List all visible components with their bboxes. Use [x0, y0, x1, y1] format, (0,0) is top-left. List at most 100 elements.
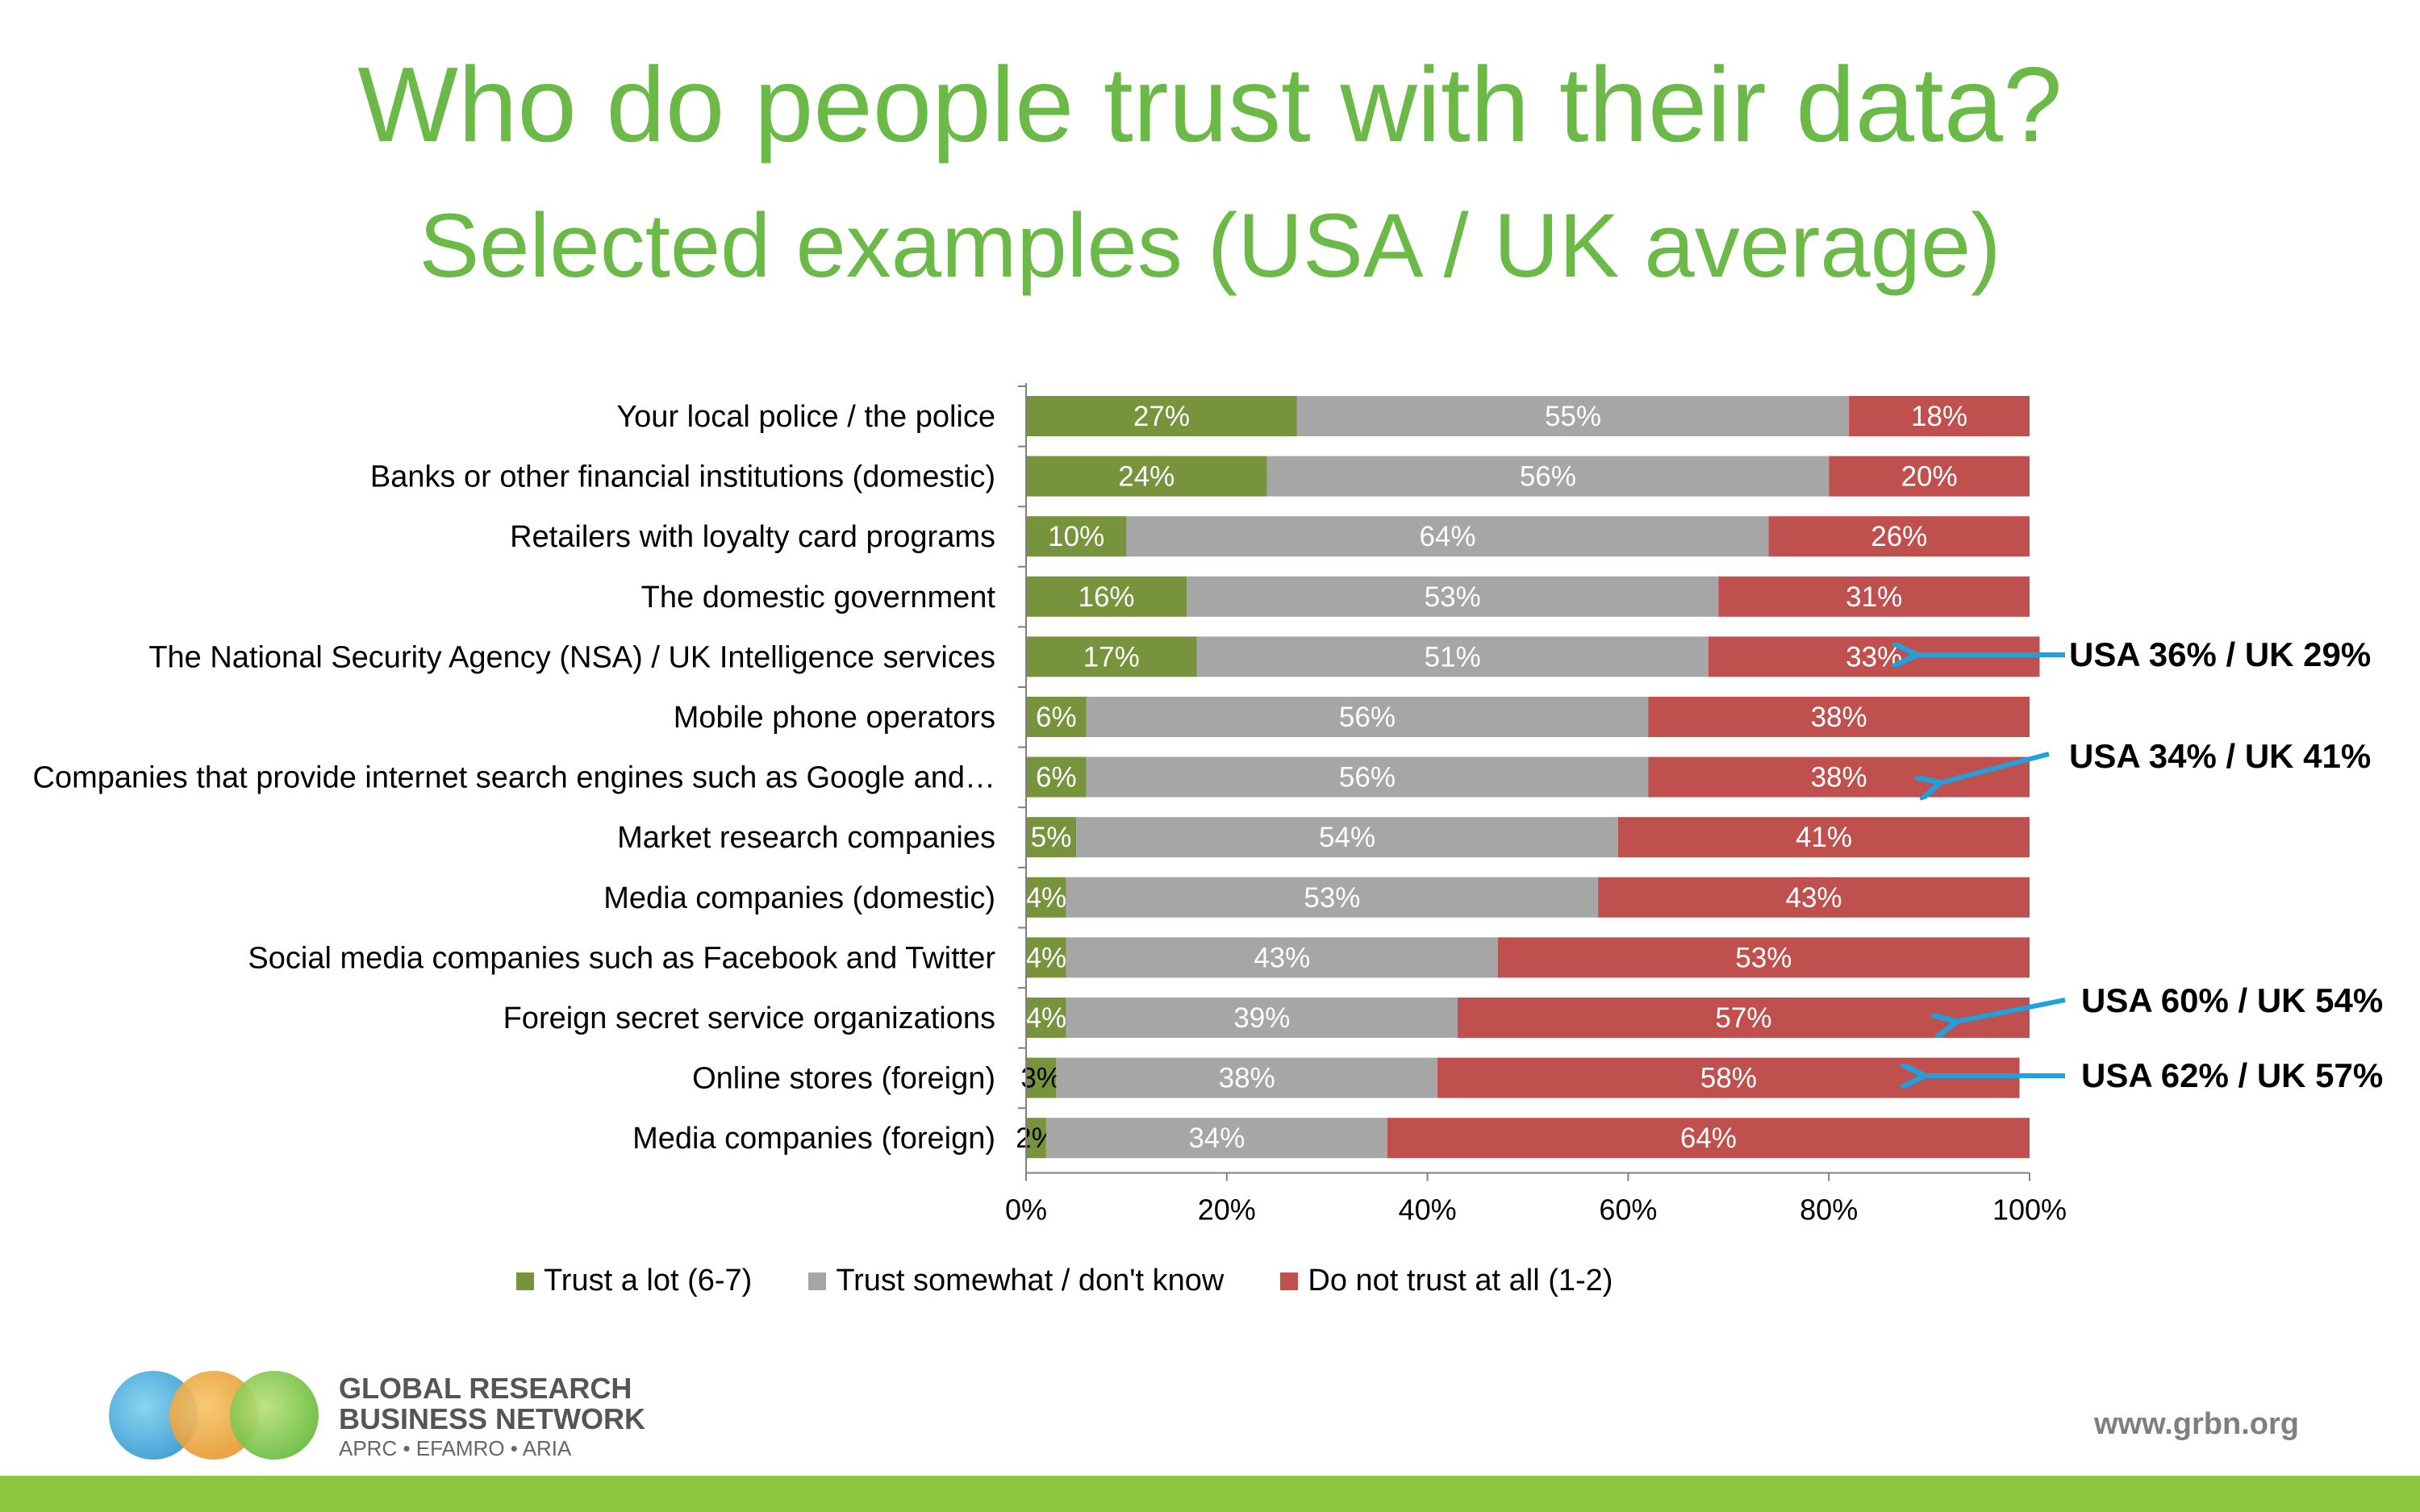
callout-label: USA 62% / UK 57%: [2081, 1056, 2383, 1094]
bar-segment: [1076, 817, 1618, 858]
bar-value-label: 33%: [1846, 641, 1902, 673]
bar-value-label: 4%: [1026, 882, 1067, 914]
bar-segment: [1648, 697, 2030, 737]
bar-value-label: 58%: [1700, 1063, 1757, 1094]
bar-value-label: 4%: [1026, 1002, 1067, 1034]
logo-line-2: BUSINESS NETWORK: [339, 1402, 646, 1435]
bar-segment: [1026, 576, 1187, 617]
bar-value-label: 53%: [1735, 942, 1792, 973]
category-label: Companies that provide internet search e…: [33, 761, 996, 795]
bar-value-label: 53%: [1304, 882, 1360, 914]
bar-segment: [1768, 516, 2030, 557]
bar-value-label: 55%: [1545, 401, 1601, 432]
bar-segment: [1026, 756, 1087, 798]
bar-value-label: 6%: [1036, 702, 1077, 733]
category-label: Mobile phone operators: [674, 701, 995, 735]
chart-title: Who do people trust with their data?: [357, 45, 2063, 164]
bar-value-label: 64%: [1680, 1123, 1737, 1154]
footer-bar: [0, 1476, 2420, 1512]
category-label: Social media companies such as Facebook …: [248, 941, 995, 975]
legend-item-trust-somewhat: Trust somewhat / don't know: [808, 1264, 1224, 1298]
x-tick-label: 0%: [1005, 1193, 1047, 1227]
logo-line-3: APRC • EFAMRO • ARIA: [339, 1436, 572, 1460]
logo-globes-icon: [105, 1367, 331, 1464]
bar-segment: [1066, 998, 1458, 1038]
bar-value-label: 41%: [1796, 822, 1852, 853]
category-label: Foreign secret service organizations: [503, 1002, 995, 1035]
category-label: Market research companies: [617, 821, 995, 855]
category-label: Your local police / the police: [616, 400, 995, 434]
callout-arrow: [1936, 752, 2050, 784]
bar-value-label: 43%: [1786, 882, 1842, 914]
bar-value-label: 56%: [1520, 461, 1576, 493]
legend-item-do-not-trust: Do not trust at all (1-2): [1280, 1264, 1613, 1298]
x-axis: 0% 20% 40% 60% 80% 100%: [1005, 383, 2067, 1227]
bar-segment: [1045, 1118, 1387, 1159]
bar-segment: [1026, 1057, 1057, 1098]
bar-value-label: 6%: [1036, 762, 1077, 793]
bar-value-label: 43%: [1254, 942, 1310, 973]
bar-value-label: 24%: [1118, 461, 1175, 493]
bar-value-label: 54%: [1319, 822, 1375, 853]
logo-line-1: GLOBAL RESEARCH: [339, 1372, 632, 1405]
bar-value-label: 26%: [1871, 521, 1927, 552]
bar-value-label: 3%: [1020, 1063, 1062, 1094]
callout-label: USA 34% / UK 41%: [2069, 737, 2371, 775]
bar-value-label: 34%: [1188, 1123, 1245, 1154]
bar-value-label: 39%: [1233, 1002, 1290, 1034]
callout-label: USA 60% / UK 54%: [2081, 981, 2383, 1019]
bar-segment: [1026, 697, 1087, 737]
bar-segment: [1026, 817, 1077, 858]
bar-segment: [1497, 937, 2030, 978]
grbn-logo: GLOBAL RESEARCH BUSINESS NETWORK APRC • …: [105, 1367, 653, 1464]
x-tick-label: 20%: [1198, 1193, 1256, 1227]
legend-label-do-not-trust: Do not trust at all (1-2): [1308, 1264, 1613, 1297]
bar-value-label: 57%: [1715, 1002, 1771, 1034]
category-label: Retailers with loyalty card programs: [510, 520, 995, 554]
category-label: The National Security Agency (NSA) / UK …: [148, 640, 995, 674]
bar-value-label: 16%: [1078, 581, 1134, 613]
bar-segment: [1056, 1057, 1438, 1098]
category-label: Banks or other financial institutions (d…: [370, 460, 995, 494]
category-label: Online stores (foreign): [692, 1062, 995, 1096]
bars-layer: Your local police / the police 27% 55% 18% B…: [33, 396, 2040, 1159]
bar-segment: [1086, 697, 1649, 737]
bar-value-label: 31%: [1846, 581, 1902, 613]
bar-segment: [1026, 516, 1127, 557]
bar-value-label: 56%: [1339, 762, 1396, 793]
bar-segment: [1026, 456, 1267, 497]
x-tick-label: 40%: [1399, 1193, 1457, 1227]
logo-text: GLOBAL RESEARCH BUSINESS NETWORK APRC • …: [339, 1373, 645, 1462]
bar-value-label: 20%: [1901, 461, 1958, 493]
bar-segment: [1849, 396, 2030, 436]
legend-item-trust-a-lot: Trust a lot (6-7): [516, 1264, 752, 1298]
x-tick-label: 100%: [1992, 1193, 2067, 1227]
bar-segment: [1617, 817, 2030, 858]
x-tick-label: 80%: [1800, 1193, 1858, 1227]
chart-subtitle: Selected examples (USA / UK average): [419, 195, 2001, 296]
bar-segment: [1066, 877, 1599, 918]
stacked-bar-chart: Your local police / the police 27% 55% 18% B…: [33, 383, 2383, 1227]
bar-segment: [1829, 456, 2030, 497]
legend-swatch-do-not-trust: [1280, 1272, 1299, 1290]
bar-segment: [1026, 998, 1066, 1038]
x-tick-label: 60%: [1599, 1193, 1657, 1227]
bar-segment: [1126, 516, 1769, 557]
website-url: www.grbn.org: [2093, 1407, 2299, 1441]
category-label: Media companies (foreign): [632, 1122, 995, 1156]
category-label: Media companies (domestic): [603, 881, 995, 915]
bar-segment: [1026, 937, 1066, 978]
callouts-layer: USA 36% / UK 29% USA 34% / UK 41% USA 60% …: [1912, 635, 2383, 1094]
legend-swatch-trust-somewhat: [808, 1272, 827, 1290]
callout-arrow: [1952, 998, 2066, 1023]
bar-value-label: 53%: [1425, 581, 1481, 613]
bar-segment: [1026, 636, 1197, 677]
bar-segment: [1196, 636, 1709, 677]
bar-value-label: 38%: [1811, 702, 1867, 733]
bar-segment: [1026, 396, 1297, 436]
bar-segment: [1296, 396, 1850, 436]
bar-segment: [1387, 1118, 2030, 1159]
bar-segment: [1187, 576, 1719, 617]
bar-value-label: 38%: [1811, 762, 1867, 793]
bar-segment: [1086, 756, 1649, 798]
